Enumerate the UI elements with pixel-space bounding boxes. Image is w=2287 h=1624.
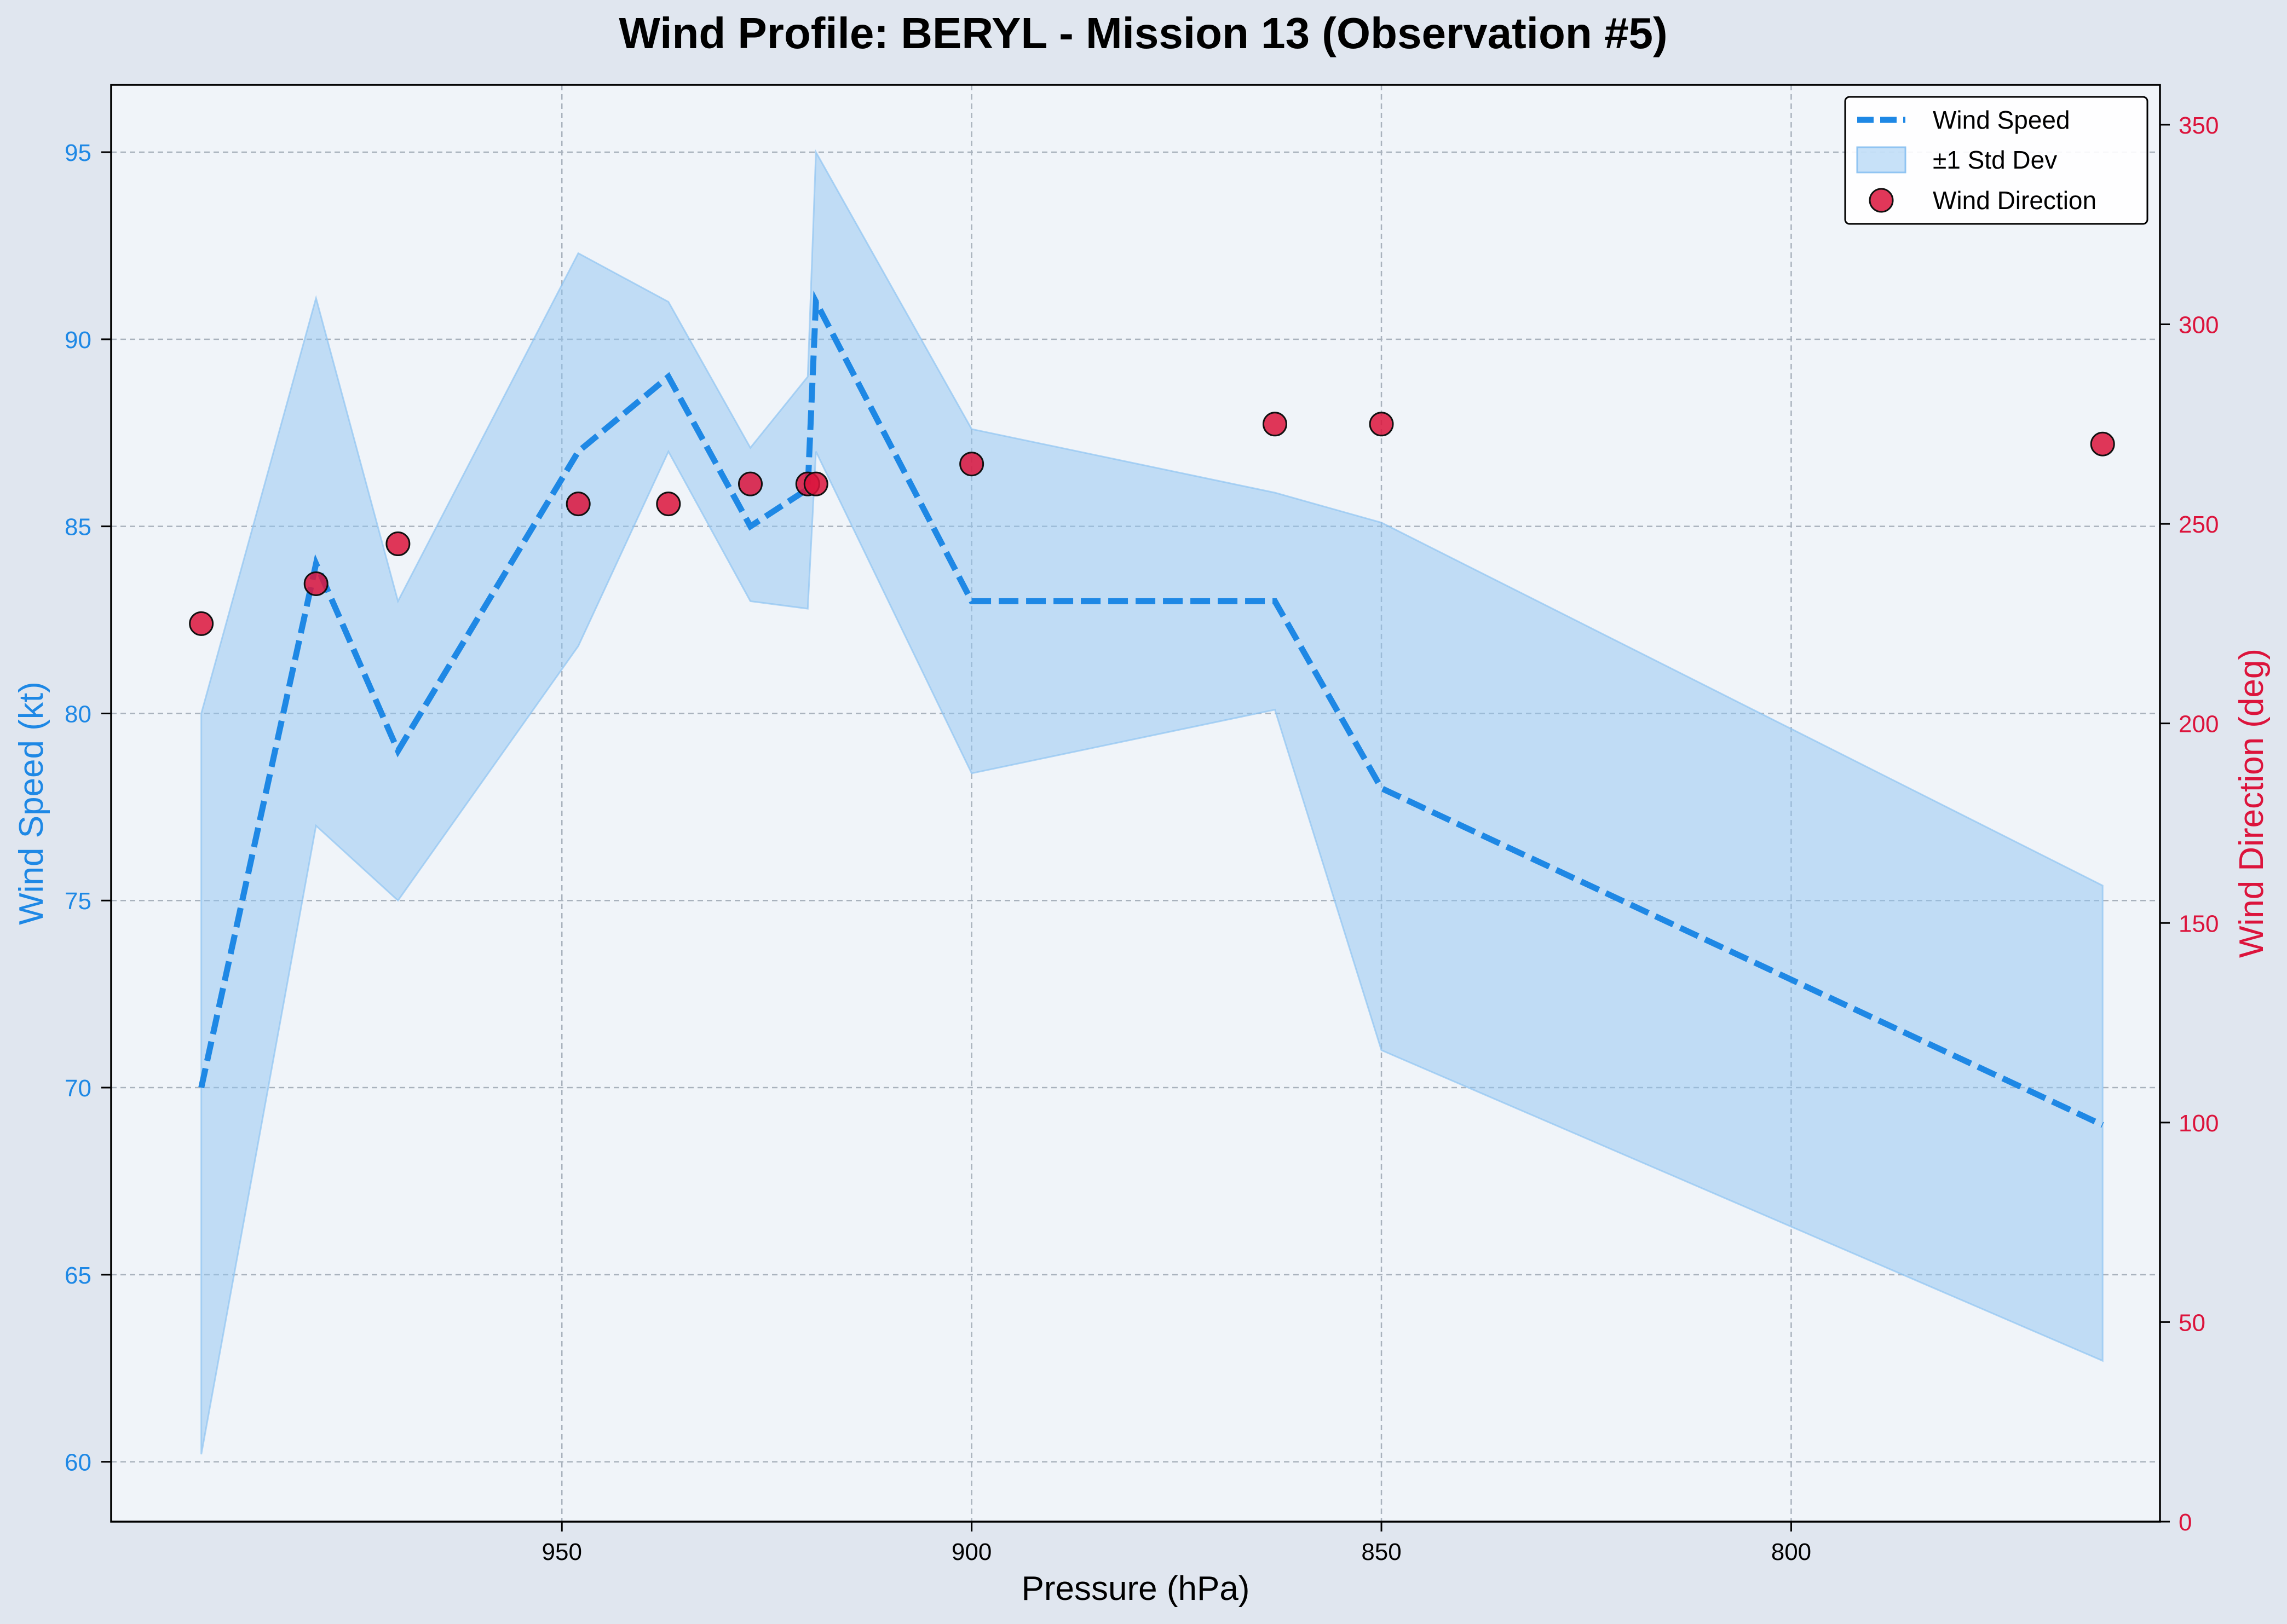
y-right-axis-title: Wind Direction (deg) xyxy=(2233,649,2271,958)
y-left-tick-label: 85 xyxy=(65,514,91,541)
y-right-tick-label: 0 xyxy=(2179,1509,2192,1536)
legend-wind-direction-label: Wind Direction xyxy=(1933,186,2096,215)
plot-frame xyxy=(110,84,2161,1523)
wind-direction-point xyxy=(2090,431,2115,456)
wind-direction-point xyxy=(385,531,411,557)
y-right-tick-label: 50 xyxy=(2179,1309,2205,1336)
y-left-tick-label: 75 xyxy=(65,888,91,915)
x-tick-label: 950 xyxy=(542,1539,582,1565)
y-left-tick-label: 65 xyxy=(65,1262,91,1289)
legend-wind-speed-label: Wind Speed xyxy=(1933,106,2070,134)
wind-direction-points xyxy=(189,412,2115,636)
y-right-tick-label: 350 xyxy=(2179,112,2219,139)
y-left-tick-label: 70 xyxy=(65,1075,91,1102)
wind-direction-point xyxy=(656,492,681,517)
y-right-tick-label: 300 xyxy=(2179,312,2219,339)
std-dev-band xyxy=(200,149,2104,1455)
legend-box xyxy=(1844,96,2148,225)
wind-direction-point xyxy=(738,471,763,496)
legend-std-dev-swatch xyxy=(1856,146,1906,174)
y-right-tick-label: 250 xyxy=(2179,511,2219,538)
wind-direction-point xyxy=(803,471,828,496)
chart-title: Wind Profile: BERYL - Mission 13 (Observ… xyxy=(619,9,1667,57)
y-axis-left: 60 65 70 75 80 85 90 95 Wind Speed (kt) xyxy=(13,140,111,1476)
x-axis: 950 900 850 800 Pressure (hPa) xyxy=(542,1522,1811,1608)
wind-direction-point xyxy=(1262,412,1287,437)
y-right-tick-label: 150 xyxy=(2179,910,2219,937)
y-right-tick-label: 100 xyxy=(2179,1110,2219,1137)
wind-direction-point xyxy=(189,611,214,636)
legend-std-dev-label: ±1 Std Dev xyxy=(1933,146,2057,174)
x-tick-label: 900 xyxy=(952,1539,992,1565)
wind-direction-point xyxy=(303,571,329,596)
legend: Wind Speed ±1 Std Dev Wind Direction xyxy=(1844,96,2148,225)
x-axis-title: Pressure (hPa) xyxy=(1022,1570,1250,1608)
legend-wind-direction-swatch xyxy=(1869,188,1894,213)
y-right-tick-label: 200 xyxy=(2179,711,2219,738)
y-left-tick-label: 90 xyxy=(65,327,91,354)
x-tick-label: 800 xyxy=(1771,1539,1811,1565)
y-left-tick-label: 95 xyxy=(65,140,91,166)
y-left-tick-label: 60 xyxy=(65,1449,91,1476)
wind-speed-line xyxy=(198,290,2104,1128)
y-axis-right: 0 50 100 150 200 250 300 350 Wind Direction (deg… xyxy=(2160,112,2271,1536)
wind-direction-point xyxy=(959,452,984,477)
x-tick-label: 850 xyxy=(1361,1539,1401,1565)
wind-direction-point xyxy=(1369,412,1394,437)
y-left-tick-label: 80 xyxy=(65,701,91,727)
y-left-axis-title: Wind Speed (kt) xyxy=(13,681,50,925)
wind-direction-point xyxy=(566,492,591,517)
